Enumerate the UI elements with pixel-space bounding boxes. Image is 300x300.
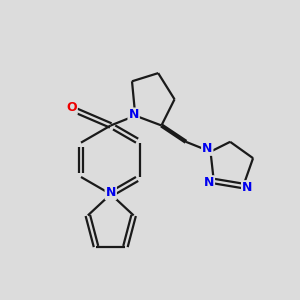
Text: N: N — [128, 109, 139, 122]
Text: O: O — [66, 101, 77, 114]
Text: N: N — [106, 186, 116, 199]
Text: N: N — [242, 181, 252, 194]
Text: N: N — [202, 142, 212, 155]
Text: N: N — [204, 176, 214, 189]
